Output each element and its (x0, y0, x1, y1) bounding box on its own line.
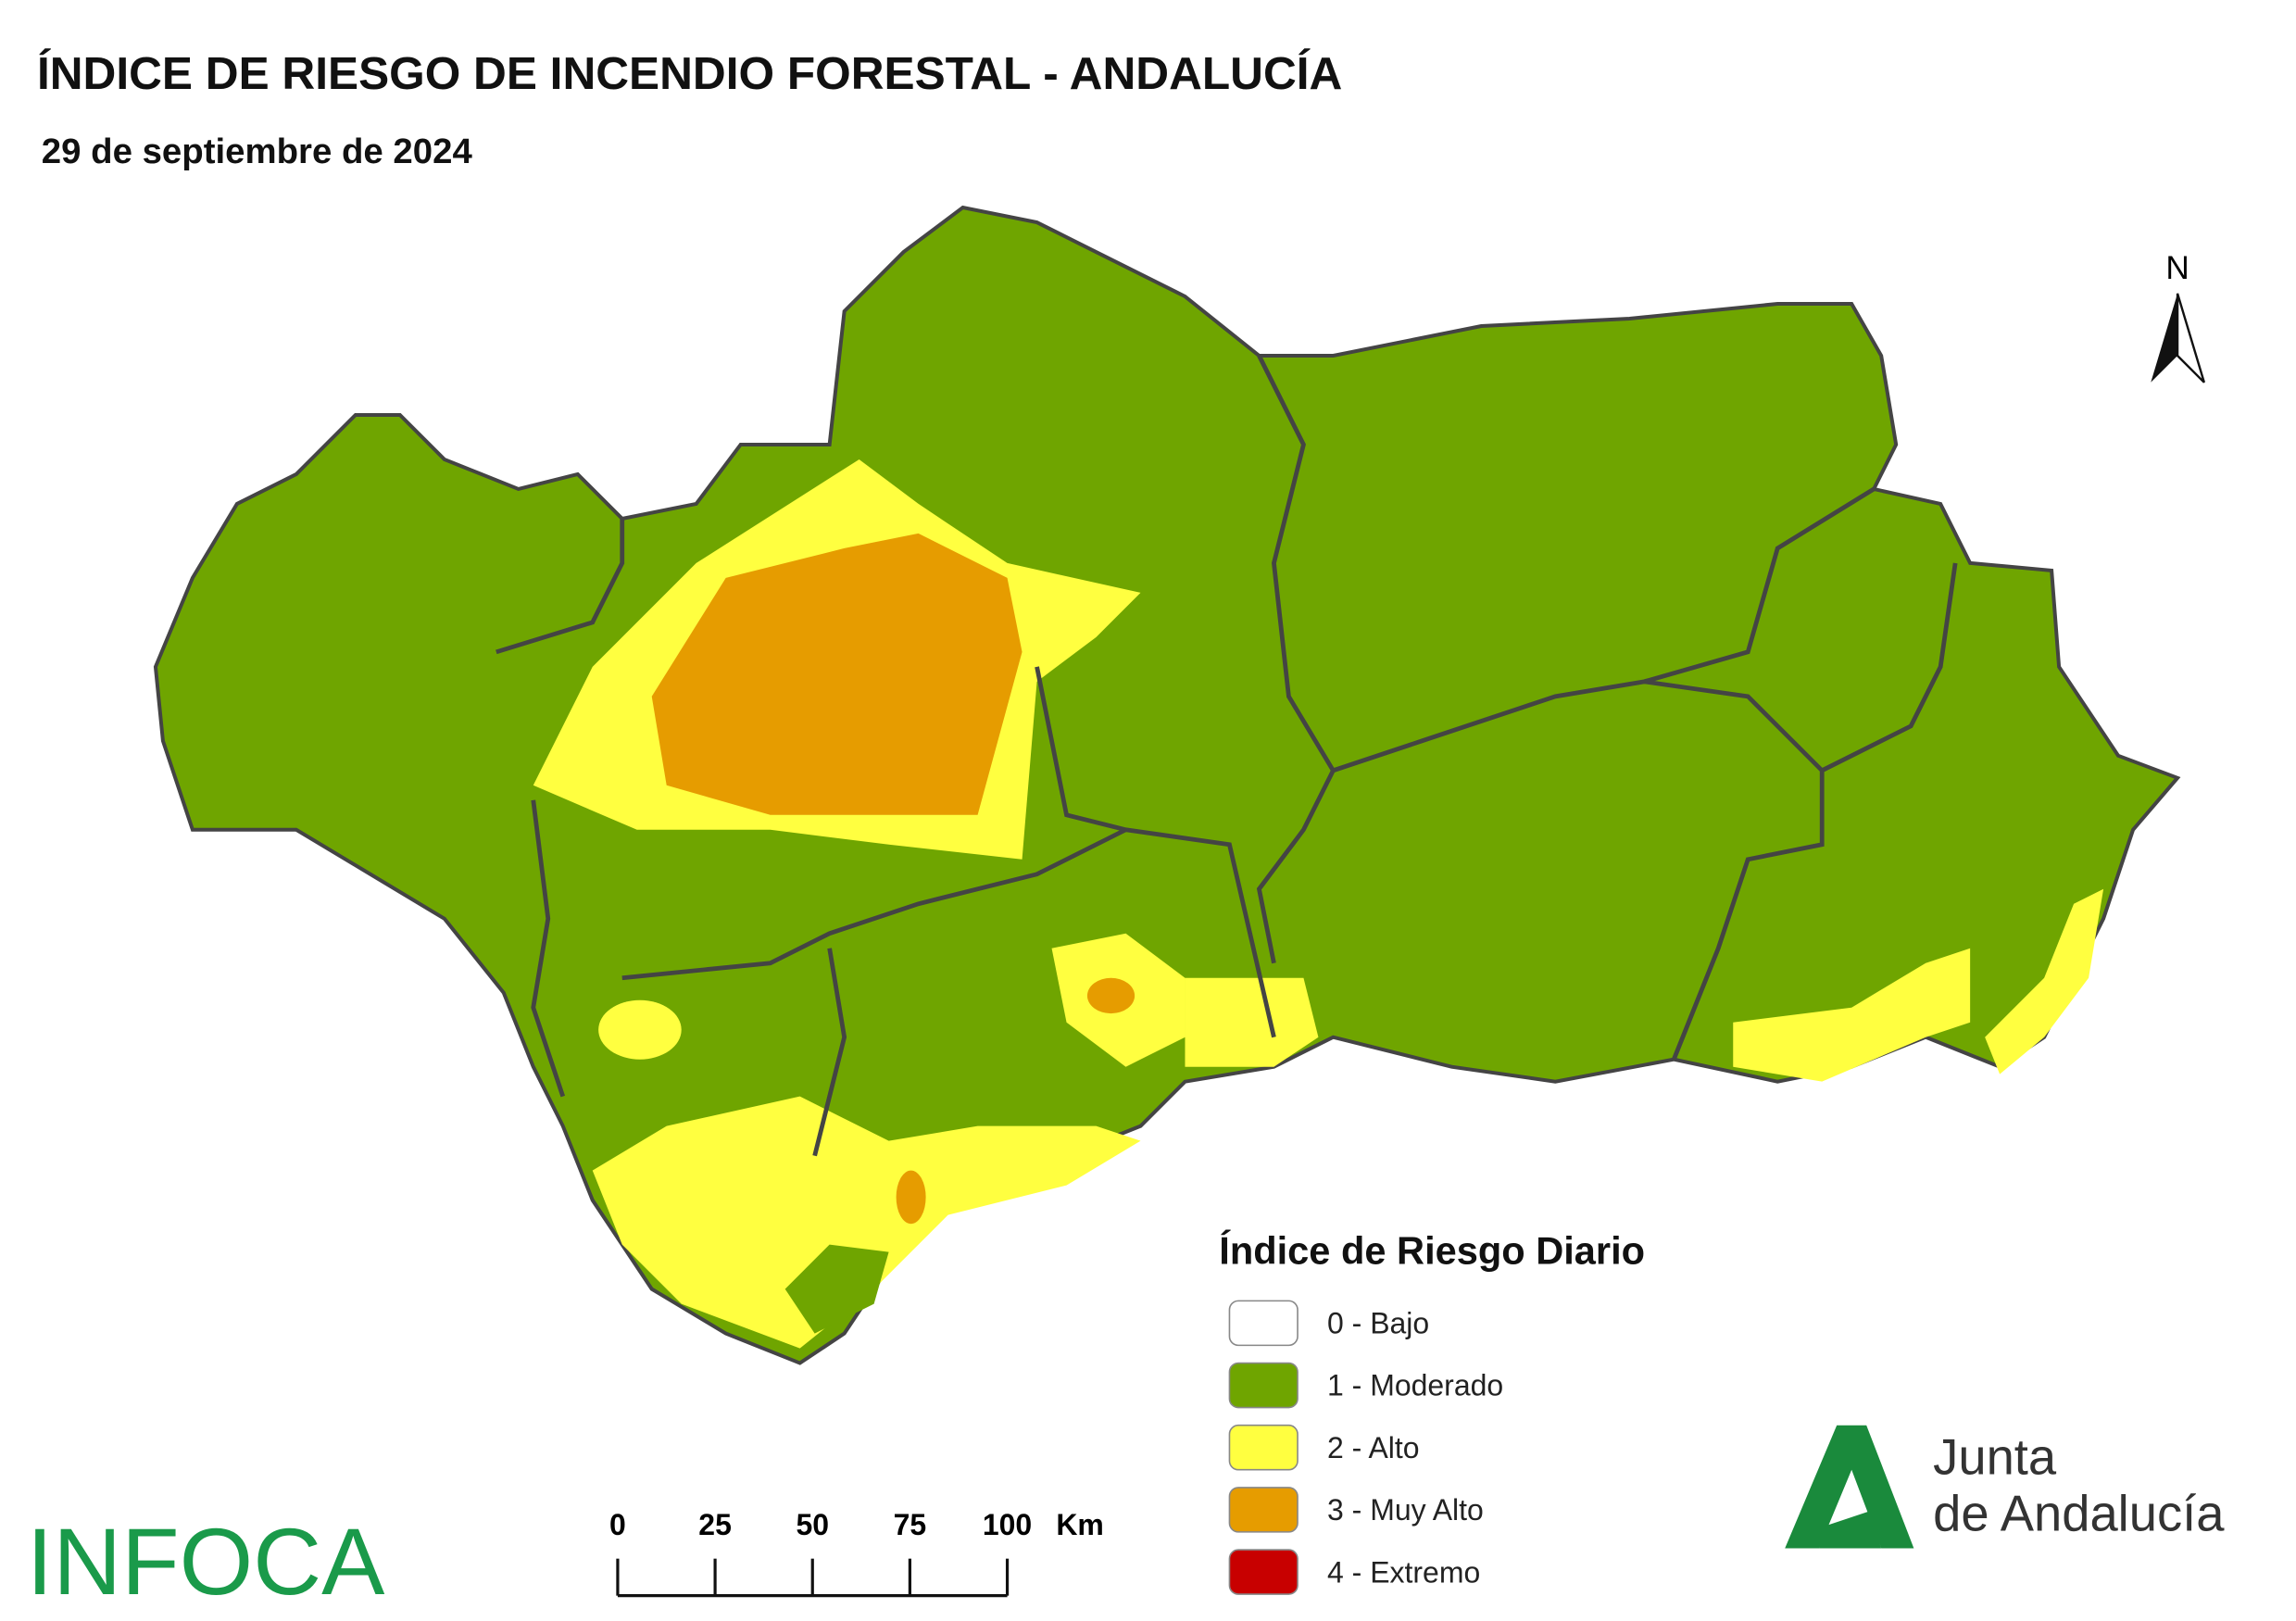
region-muy-alto (651, 533, 1023, 815)
legend-label: 4 - Extremo (1327, 1555, 1480, 1589)
subtitle: 29 de septiembre de 2024 (42, 132, 473, 171)
region-muy-alto (896, 1170, 926, 1225)
legend-title: Índice de Riesgo Diario (1219, 1228, 1645, 1272)
junta-line1: Junta (1933, 1429, 2057, 1486)
infoca-logo: INFOCA (27, 1508, 385, 1615)
scale-unit: Km (1056, 1508, 1104, 1541)
scale-label: 75 (894, 1508, 927, 1541)
legend-label: 2 - Alto (1327, 1431, 1420, 1464)
legend-label: 0 - Bajo (1327, 1307, 1429, 1340)
scale-label: 25 (698, 1508, 732, 1541)
region-alto (1185, 977, 1319, 1067)
region-moderado (153, 205, 2181, 1365)
scale-label: 50 (796, 1508, 829, 1541)
junta-logo: Junta de Andalucía (1785, 1425, 2225, 1549)
scale-label: 0 (609, 1508, 626, 1541)
region-alto (598, 999, 682, 1060)
legend-swatch (1228, 1362, 1299, 1409)
legend-swatch (1228, 1487, 1299, 1533)
province-borders (496, 354, 1958, 1157)
title: ÍNDICE DE RIESGO DE INCENDIO FORESTAL - … (37, 47, 1342, 99)
map (153, 205, 2181, 1365)
region-muy-alto (1086, 977, 1135, 1014)
region-alto (592, 1096, 1141, 1349)
legend: 0 - Bajo 1 - Moderado 2 - Alto 3 - Muy Alto… (1228, 1300, 1503, 1595)
legend-swatch (1228, 1424, 1299, 1471)
region-alto (1733, 948, 1971, 1082)
scale-label: 100 (983, 1508, 1032, 1541)
legend-swatch (1228, 1549, 1299, 1595)
junta-line2: de Andalucía (1933, 1485, 2225, 1541)
north-arrow: N (2151, 250, 2205, 383)
north-label: N (2165, 250, 2189, 286)
region-alto (1985, 888, 2104, 1074)
region-moderado (784, 1244, 889, 1334)
legend-swatch (1228, 1300, 1299, 1347)
legend-label: 3 - Muy Alto (1327, 1493, 1484, 1527)
legend-label: 1 - Moderado (1327, 1369, 1503, 1402)
scale-bar: 0 25 50 75 100 Km (609, 1508, 1104, 1598)
